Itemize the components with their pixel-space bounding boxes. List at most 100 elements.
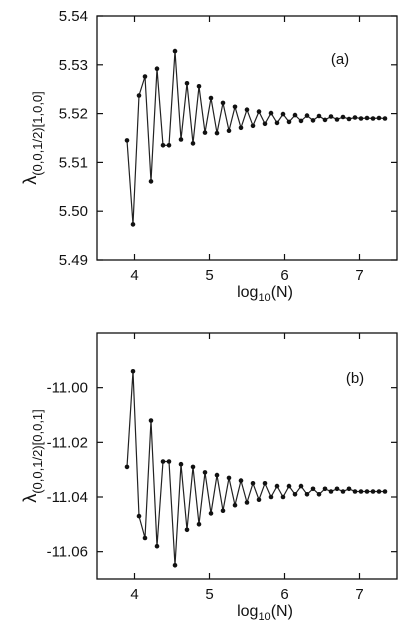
data-point bbox=[280, 111, 286, 117]
data-point bbox=[298, 118, 304, 124]
data-point bbox=[130, 369, 136, 374]
data-point bbox=[124, 138, 130, 143]
x-tick-label: 4 bbox=[130, 586, 138, 603]
data-point bbox=[310, 486, 316, 492]
data-point bbox=[202, 130, 208, 135]
data-point bbox=[250, 481, 256, 486]
series-line-b bbox=[126, 371, 385, 566]
panel-label-a: (a) bbox=[331, 51, 349, 68]
data-point bbox=[190, 464, 196, 470]
data-point bbox=[166, 143, 172, 148]
data-point bbox=[340, 114, 346, 120]
data-point bbox=[196, 84, 202, 89]
data-point bbox=[352, 115, 358, 120]
data-point bbox=[274, 483, 280, 489]
y-tick-label: -11.06 bbox=[47, 544, 88, 561]
data-point bbox=[124, 464, 130, 470]
data-point bbox=[232, 502, 238, 508]
data-point bbox=[334, 486, 340, 492]
data-point bbox=[268, 494, 274, 500]
data-point bbox=[382, 116, 388, 121]
data-point bbox=[196, 522, 202, 527]
data-point bbox=[136, 93, 142, 98]
data-point bbox=[280, 494, 286, 500]
data-point bbox=[340, 489, 346, 494]
data-point bbox=[370, 489, 376, 494]
y-tick-labels-a: 5.49 5.50 5.51 5.52 5.53 5.54 bbox=[59, 8, 88, 269]
data-point bbox=[136, 513, 142, 519]
y-tick-label: 5.49 bbox=[59, 252, 88, 269]
x-tick-label: 7 bbox=[355, 586, 363, 603]
data-point bbox=[274, 120, 280, 126]
data-point bbox=[298, 483, 304, 489]
data-point bbox=[214, 130, 220, 136]
data-point bbox=[292, 492, 298, 497]
y-tick-label: 5.51 bbox=[59, 154, 88, 171]
data-point bbox=[328, 489, 334, 494]
data-point bbox=[190, 141, 196, 146]
data-point bbox=[244, 107, 250, 112]
data-point bbox=[268, 110, 274, 116]
data-point bbox=[220, 100, 226, 106]
x-tick-label: 7 bbox=[355, 267, 363, 284]
data-point bbox=[376, 489, 382, 494]
data-point bbox=[364, 115, 370, 121]
data-point bbox=[238, 478, 244, 483]
data-point bbox=[286, 483, 292, 489]
data-point bbox=[154, 543, 160, 549]
data-point bbox=[256, 497, 262, 503]
data-point bbox=[208, 511, 214, 516]
data-point bbox=[226, 128, 232, 133]
y-tick-label: -11.04 bbox=[47, 489, 88, 506]
x-axis-label-b: log10(N) bbox=[237, 603, 293, 623]
data-point bbox=[256, 109, 262, 114]
data-point bbox=[148, 418, 154, 423]
data-point bbox=[352, 489, 358, 494]
y-tick-labels-b: -11.06 -11.04 -11.02 -11.00 bbox=[47, 380, 88, 561]
data-point bbox=[178, 137, 184, 142]
data-point bbox=[166, 459, 172, 464]
data-point bbox=[358, 489, 364, 494]
data-point bbox=[250, 123, 256, 129]
data-point bbox=[286, 119, 292, 125]
data-point bbox=[172, 48, 178, 54]
tick-marks-b bbox=[97, 333, 397, 579]
panel-b: -11.06 -11.04 -11.02 -11.00 4 5 6 7 (b) log10(… bbox=[20, 332, 398, 623]
data-point bbox=[226, 475, 232, 481]
x-tick-label: 6 bbox=[280, 267, 288, 284]
data-point bbox=[304, 113, 310, 118]
data-point bbox=[238, 125, 244, 131]
x-axis-label-a: log10(N) bbox=[237, 284, 293, 304]
data-point bbox=[142, 74, 148, 79]
data-point bbox=[172, 563, 178, 568]
series-points-b bbox=[124, 369, 388, 568]
data-point bbox=[322, 486, 328, 492]
plot-frame-b bbox=[96, 332, 398, 580]
x-tick-label: 5 bbox=[205, 586, 213, 603]
data-point bbox=[184, 81, 190, 86]
data-point bbox=[178, 461, 184, 467]
y-tick-label: 5.52 bbox=[59, 106, 88, 123]
data-point bbox=[292, 112, 298, 118]
x-tick-label: 6 bbox=[280, 586, 288, 603]
data-point bbox=[328, 114, 334, 119]
y-tick-label: -11.02 bbox=[47, 434, 88, 451]
data-point bbox=[346, 116, 352, 122]
data-point bbox=[364, 489, 370, 494]
data-point bbox=[310, 118, 316, 123]
data-point bbox=[370, 116, 376, 121]
data-point bbox=[214, 472, 220, 478]
data-point bbox=[358, 116, 364, 121]
data-point bbox=[346, 486, 352, 492]
x-tick-label: 5 bbox=[205, 267, 213, 284]
x-tick-label: 4 bbox=[130, 267, 138, 284]
data-point bbox=[244, 500, 250, 505]
series-line-a bbox=[126, 51, 386, 225]
y-axis-label-b: λ(0,0,1/2)[0,0,1] bbox=[20, 409, 45, 503]
y-tick-label: 5.54 bbox=[59, 8, 88, 25]
panel-a: 5.49 5.50 5.51 5.52 5.53 5.54 4 5 6 7 (a) log10(… bbox=[20, 8, 398, 304]
data-point bbox=[184, 527, 190, 533]
data-point bbox=[316, 492, 322, 497]
y-tick-label: 5.53 bbox=[59, 57, 88, 74]
